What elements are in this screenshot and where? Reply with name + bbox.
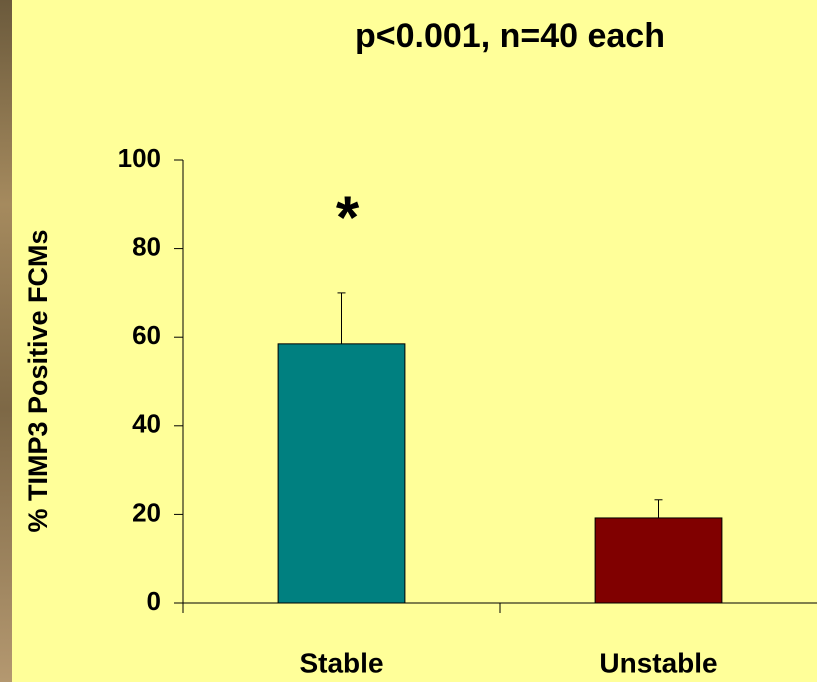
x-tick-label: Unstable bbox=[599, 647, 717, 678]
bar bbox=[595, 518, 722, 603]
x-tick-label: Stable bbox=[299, 647, 383, 678]
photo-edge bbox=[0, 0, 12, 682]
chart-title: p<0.001, n=40 each bbox=[355, 17, 665, 55]
chart: p<0.001, n=40 each % TIMP3 Positive FCMs… bbox=[0, 0, 817, 682]
y-tick-label: 80 bbox=[132, 231, 161, 261]
y-tick-label: 100 bbox=[118, 143, 161, 173]
page: p<0.001, n=40 each % TIMP3 Positive FCMs… bbox=[0, 0, 817, 682]
y-tick-label: 0 bbox=[147, 586, 161, 616]
y-tick-label: 20 bbox=[132, 497, 161, 527]
y-tick-label: 60 bbox=[132, 320, 161, 350]
y-axis-label: % TIMP3 Positive FCMs bbox=[23, 229, 53, 532]
bar bbox=[278, 344, 405, 603]
y-tick-label: 40 bbox=[132, 409, 161, 439]
annotation: * bbox=[336, 184, 360, 251]
